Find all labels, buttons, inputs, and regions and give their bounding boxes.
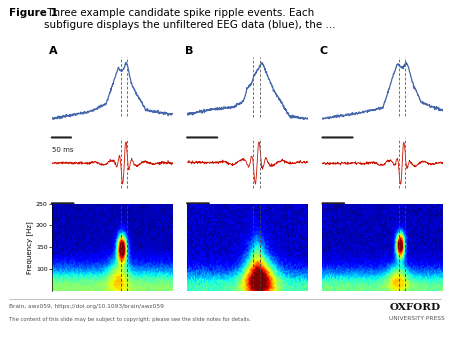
Text: Figure 1: Figure 1 bbox=[9, 8, 58, 19]
Text: OXFORD: OXFORD bbox=[389, 303, 441, 312]
Text: 50 ms: 50 ms bbox=[52, 147, 73, 153]
Text: C: C bbox=[320, 46, 328, 56]
Text: A: A bbox=[50, 46, 58, 56]
Text: Three example candidate spike ripple events. Each
subfigure displays the unfilte: Three example candidate spike ripple eve… bbox=[44, 8, 336, 30]
Y-axis label: Frequency [Hz]: Frequency [Hz] bbox=[26, 221, 33, 273]
Text: The content of this slide may be subject to copyright: please see the slide note: The content of this slide may be subject… bbox=[9, 317, 251, 322]
Text: Brain, awz059, https://doi.org/10.1093/brain/awz059: Brain, awz059, https://doi.org/10.1093/b… bbox=[9, 304, 164, 309]
Text: UNIVERSITY PRESS: UNIVERSITY PRESS bbox=[389, 316, 445, 321]
Text: B: B bbox=[184, 46, 193, 56]
